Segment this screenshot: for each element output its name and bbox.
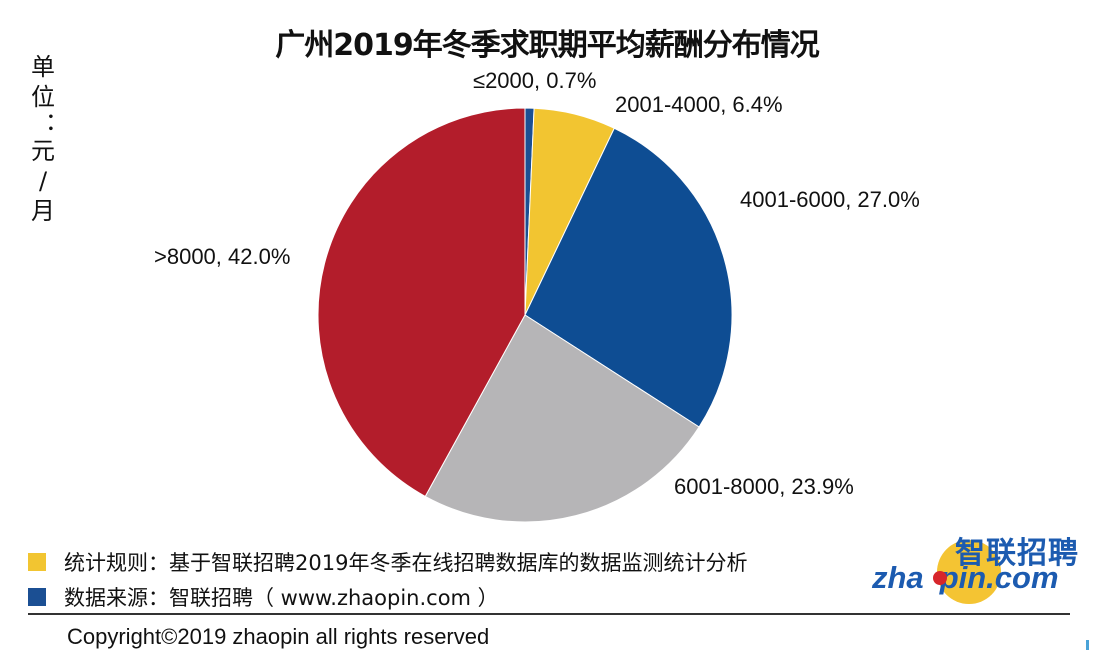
copyright-text: Copyright©2019 zhaopin all rights reserv… [67,624,490,649]
unit-label: 单位：元 / 月 [29,53,57,225]
pie-slice-3 [424,314,700,523]
slice-label-4: >8000, 42.0% [154,244,291,269]
legend-item-rule: 统计规则：基于智联招聘2019年冬季在线招聘数据库的数据监测统计分析 [28,549,747,575]
logo-chinese-text: 智联招聘 [955,536,1079,571]
legend-source-text: 数据来源：智联招聘（ www.zhaopin.com ） [64,586,499,610]
slice-label-1: 2001-4000, 6.4% [615,92,783,117]
legend-swatch-blue [28,588,46,606]
footer-divider [28,613,1070,615]
legend-swatch-yellow [28,553,46,571]
logo-circle [937,540,1001,604]
logo-english-left: zha [872,560,924,595]
chart-title: 广州2019年冬季求职期平均薪酬分布情况 [275,28,820,63]
slice-label-2: 4001-6000, 27.0% [740,187,920,212]
slice-label-0: ≤2000, 0.7% [473,68,597,93]
legend-rule-text: 统计规则：基于智联招聘2019年冬季在线招聘数据库的数据监测统计分析 [64,551,748,575]
slice-label-3: 6001-8000, 23.9% [674,474,854,499]
corner-mark [1086,640,1089,650]
pie-slice-2 [524,127,733,428]
legend-item-source: 数据来源：智联招聘（ www.zhaopin.com ） [28,584,499,610]
logo-english-text: zha pin.com [872,560,1059,596]
logo-red-dot [933,571,947,585]
pie-slice-4 [317,107,526,498]
logo-english-right: pin.com [939,560,1059,595]
